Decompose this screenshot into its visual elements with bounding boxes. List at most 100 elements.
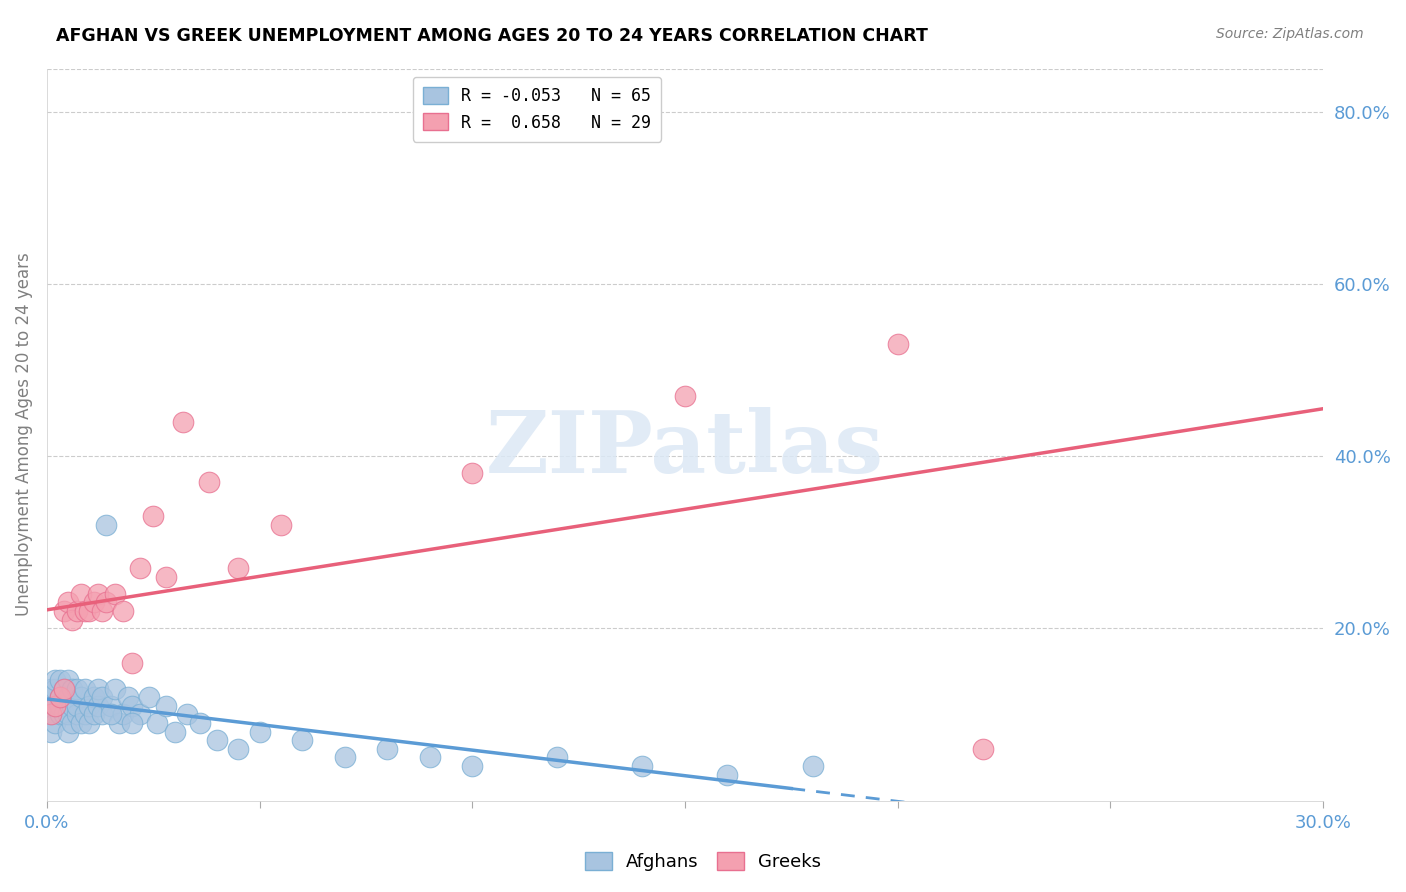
Point (117, 690, 139, 705)
Point (96, 595, 118, 609)
Point (91, 690, 114, 705)
Point (270, 517, 292, 532)
Point (461, 759, 484, 773)
Point (461, 467, 484, 481)
Point (100, 698, 122, 713)
Point (66, 681, 89, 696)
Point (56, 707, 79, 722)
Point (87, 681, 110, 696)
Point (155, 569, 177, 583)
Point (104, 681, 127, 696)
Point (129, 707, 152, 722)
Point (79, 604, 101, 618)
Point (112, 707, 135, 722)
Text: AFGHAN VS GREEK UNEMPLOYMENT AMONG AGES 20 TO 24 YEARS CORRELATION CHART: AFGHAN VS GREEK UNEMPLOYMENT AMONG AGES … (56, 27, 928, 45)
Point (52, 604, 75, 618)
Point (142, 509, 165, 524)
Point (52, 707, 75, 722)
Point (91, 604, 114, 618)
Point (66, 707, 89, 722)
Point (419, 750, 441, 764)
Point (44, 716, 66, 731)
Point (70, 587, 93, 601)
Point (104, 587, 127, 601)
Point (39, 707, 62, 722)
Point (56, 673, 79, 687)
Point (188, 716, 211, 731)
Point (121, 656, 143, 670)
Point (801, 759, 824, 773)
Point (333, 750, 356, 764)
Point (716, 767, 738, 781)
Point (70, 690, 93, 705)
Point (205, 733, 228, 747)
Point (96, 517, 118, 532)
Legend: Afghans, Greeks: Afghans, Greeks (578, 845, 828, 879)
Point (163, 724, 186, 739)
Point (62, 681, 84, 696)
Point (121, 698, 143, 713)
Point (44, 681, 66, 696)
Point (39, 707, 62, 722)
Point (44, 698, 66, 713)
Point (83, 707, 105, 722)
Point (108, 716, 131, 731)
Point (972, 742, 994, 756)
Point (197, 475, 219, 489)
Point (56, 690, 79, 705)
Point (48, 673, 70, 687)
Legend: R = -0.053   N = 65, R =  0.658   N = 29: R = -0.053 N = 65, R = 0.658 N = 29 (412, 77, 661, 142)
Point (75, 707, 97, 722)
Point (52, 681, 75, 696)
Point (226, 742, 249, 756)
Point (75, 604, 97, 618)
Point (79, 716, 101, 731)
Point (87, 698, 110, 713)
Point (66, 604, 89, 618)
Point (172, 415, 194, 429)
Point (546, 750, 568, 764)
Point (112, 604, 135, 618)
Point (146, 716, 169, 731)
Point (56, 724, 79, 739)
Point (100, 707, 122, 722)
Point (66, 698, 89, 713)
Point (62, 716, 84, 731)
Point (52, 690, 75, 705)
Point (121, 716, 143, 731)
Point (62, 698, 84, 713)
Point (226, 561, 249, 575)
Y-axis label: Unemployment Among Ages 20 to 24 years: Unemployment Among Ages 20 to 24 years (15, 252, 32, 616)
Point (673, 389, 696, 403)
Point (129, 561, 152, 575)
Point (48, 690, 70, 705)
Point (70, 716, 93, 731)
Text: Source: ZipAtlas.com: Source: ZipAtlas.com (1216, 27, 1364, 41)
Point (631, 759, 654, 773)
Point (375, 742, 398, 756)
Point (79, 698, 101, 713)
Point (62, 613, 84, 627)
Point (91, 707, 114, 722)
Point (155, 698, 177, 713)
Point (44, 698, 66, 713)
Point (83, 595, 105, 609)
Point (83, 690, 105, 705)
Point (39, 724, 62, 739)
Point (176, 707, 198, 722)
Point (52, 681, 75, 696)
Point (39, 690, 62, 705)
Point (75, 681, 97, 696)
Point (249, 724, 271, 739)
Point (48, 707, 70, 722)
Point (291, 733, 314, 747)
Point (48, 698, 70, 713)
Point (87, 587, 110, 601)
Point (56, 595, 79, 609)
Text: ZIPatlas: ZIPatlas (486, 407, 884, 491)
Point (44, 673, 66, 687)
Point (886, 337, 908, 351)
Point (48, 690, 70, 705)
Point (138, 690, 160, 705)
Point (39, 681, 62, 696)
